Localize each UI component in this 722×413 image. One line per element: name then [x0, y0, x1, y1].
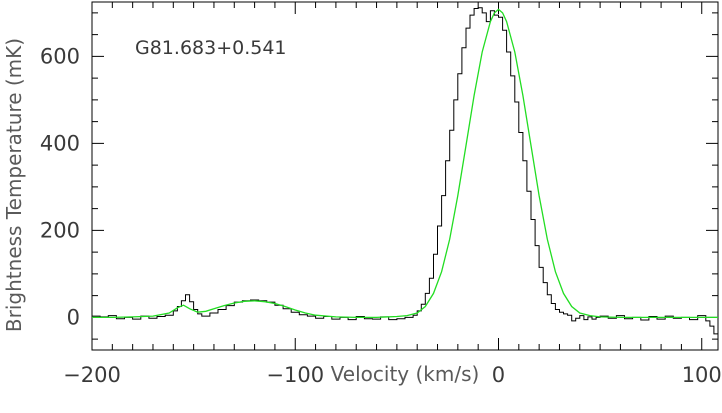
source-annotation: G81.683+0.541 — [135, 37, 287, 59]
x-tick-label: −100 — [266, 363, 324, 387]
y-tick-label: 600 — [40, 44, 80, 68]
x-tick-label: 0 — [492, 363, 505, 387]
x-tick-label: −200 — [63, 363, 121, 387]
y-tick-label: 400 — [40, 131, 80, 155]
y-axis-title: Brightness Temperature (mK) — [2, 38, 26, 332]
spectrum-step-line — [92, 7, 718, 335]
data-series — [92, 7, 718, 335]
y-tick-label: 200 — [40, 218, 80, 242]
axis-ticks — [91, 2, 718, 350]
plot-frame — [91, 1, 719, 351]
y-tick-label: 0 — [67, 305, 80, 329]
gaussian-fit-line — [92, 8, 718, 319]
x-tick-labels: −200 −100 0 100 — [63, 363, 722, 387]
x-tick-label: 100 — [682, 363, 722, 387]
x-axis-title: Velocity (km/s) — [331, 362, 480, 386]
y-tick-labels: 0 200 400 600 — [40, 44, 80, 329]
